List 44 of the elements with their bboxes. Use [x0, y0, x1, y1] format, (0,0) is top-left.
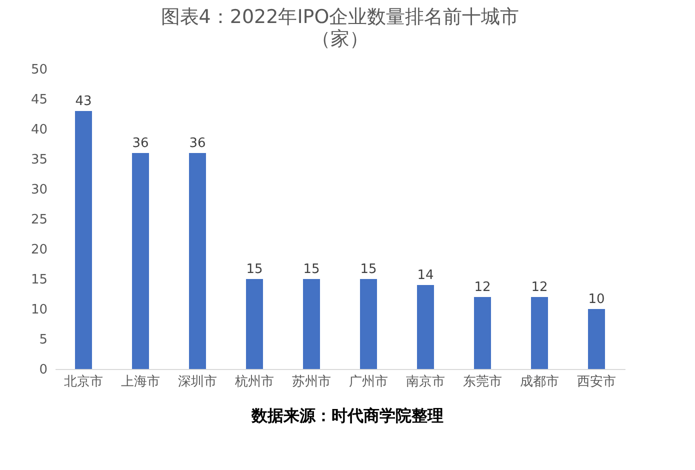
data-label: 15 [246, 262, 263, 277]
y-tick-label: 10 [30, 302, 48, 318]
bar [75, 111, 92, 369]
bar [531, 297, 548, 369]
x-tick-label: 深圳市 [178, 374, 217, 390]
data-label: 12 [474, 280, 491, 295]
bar [588, 309, 605, 369]
x-tick-label: 成都市 [520, 374, 559, 390]
data-label: 10 [588, 292, 605, 307]
x-tick-label: 南京市 [406, 374, 445, 390]
chart-subtitle: （家） [312, 28, 368, 50]
source-note: 数据来源：时代商学院整理 [250, 406, 444, 427]
bar [132, 153, 149, 369]
y-tick-label: 45 [30, 92, 48, 108]
y-tick-label: 25 [30, 212, 48, 228]
x-tick-label: 东莞市 [463, 374, 502, 390]
x-tick-label: 上海市 [121, 374, 160, 390]
y-tick-label: 0 [39, 362, 48, 378]
x-tick-label: 苏州市 [292, 374, 331, 390]
y-tick-label: 35 [30, 152, 48, 168]
data-label: 15 [303, 262, 320, 277]
data-label: 12 [531, 280, 548, 295]
bar [189, 153, 206, 369]
bar [474, 297, 491, 369]
y-tick-label: 5 [39, 332, 48, 348]
y-tick-label: 50 [30, 62, 48, 78]
bar [303, 279, 320, 369]
data-label: 36 [132, 136, 149, 151]
x-tick-label: 北京市 [64, 374, 103, 390]
bar [417, 285, 434, 369]
data-label: 15 [360, 262, 377, 277]
bar [246, 279, 263, 369]
y-tick-label: 20 [30, 242, 48, 258]
y-tick-label: 30 [30, 182, 48, 198]
x-tick-label: 杭州市 [234, 374, 274, 390]
data-label: 14 [417, 268, 434, 283]
y-tick-label: 15 [30, 272, 48, 288]
data-label: 36 [189, 136, 206, 151]
x-tick-label: 广州市 [349, 374, 388, 390]
chart-title: 图表4：2022年IPO企业数量排名前十城市 [160, 6, 520, 28]
bar [360, 279, 377, 369]
x-tick-label: 西安市 [577, 374, 616, 390]
data-label: 43 [75, 94, 92, 109]
y-tick-label: 40 [30, 122, 48, 138]
